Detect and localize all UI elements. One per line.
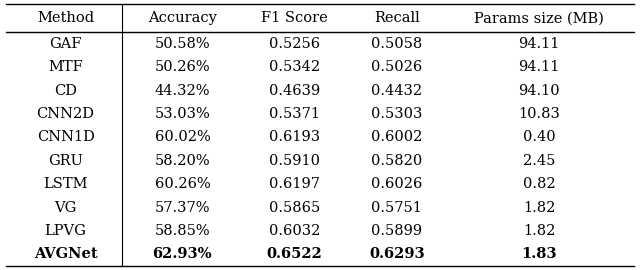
Text: 0.40: 0.40 bbox=[523, 130, 556, 144]
Text: 94.11: 94.11 bbox=[518, 37, 560, 51]
Text: 0.4639: 0.4639 bbox=[269, 84, 320, 98]
Text: MTF: MTF bbox=[48, 60, 83, 75]
Text: 50.58%: 50.58% bbox=[155, 37, 210, 51]
Text: 0.5026: 0.5026 bbox=[371, 60, 422, 75]
Text: 0.6193: 0.6193 bbox=[269, 130, 320, 144]
Text: 1.82: 1.82 bbox=[523, 201, 556, 215]
Text: F1 Score: F1 Score bbox=[261, 11, 328, 25]
Text: 50.26%: 50.26% bbox=[155, 60, 210, 75]
Text: AVGNet: AVGNet bbox=[34, 247, 97, 261]
Text: 0.5899: 0.5899 bbox=[371, 224, 422, 238]
Text: LSTM: LSTM bbox=[44, 177, 88, 191]
Text: 58.20%: 58.20% bbox=[155, 154, 210, 168]
Text: 60.26%: 60.26% bbox=[154, 177, 211, 191]
Text: 0.4432: 0.4432 bbox=[371, 84, 422, 98]
Text: 0.82: 0.82 bbox=[523, 177, 556, 191]
Text: 0.5820: 0.5820 bbox=[371, 154, 422, 168]
Text: 1.82: 1.82 bbox=[523, 224, 556, 238]
Text: 0.6026: 0.6026 bbox=[371, 177, 422, 191]
Text: 44.32%: 44.32% bbox=[155, 84, 210, 98]
Text: 0.6293: 0.6293 bbox=[369, 247, 424, 261]
Text: 0.6522: 0.6522 bbox=[266, 247, 323, 261]
Text: 58.85%: 58.85% bbox=[155, 224, 210, 238]
Text: 1.83: 1.83 bbox=[522, 247, 557, 261]
Text: 10.83: 10.83 bbox=[518, 107, 560, 121]
Text: 0.5751: 0.5751 bbox=[371, 201, 422, 215]
Text: 94.11: 94.11 bbox=[518, 60, 560, 75]
Text: 94.10: 94.10 bbox=[518, 84, 560, 98]
Text: CD: CD bbox=[54, 84, 77, 98]
Text: 0.6032: 0.6032 bbox=[269, 224, 320, 238]
Text: 0.5342: 0.5342 bbox=[269, 60, 320, 75]
Text: GAF: GAF bbox=[49, 37, 82, 51]
Text: CNN2D: CNN2D bbox=[36, 107, 95, 121]
Text: CNN1D: CNN1D bbox=[36, 130, 95, 144]
Text: VG: VG bbox=[54, 201, 77, 215]
Text: Recall: Recall bbox=[374, 11, 420, 25]
Text: 60.02%: 60.02% bbox=[154, 130, 211, 144]
Text: 0.5256: 0.5256 bbox=[269, 37, 320, 51]
Text: 0.5371: 0.5371 bbox=[269, 107, 320, 121]
Text: 57.37%: 57.37% bbox=[155, 201, 210, 215]
Text: GRU: GRU bbox=[48, 154, 83, 168]
Text: 62.93%: 62.93% bbox=[152, 247, 212, 261]
Text: 0.5910: 0.5910 bbox=[269, 154, 320, 168]
Text: Params size (MB): Params size (MB) bbox=[474, 11, 604, 25]
Text: 0.6197: 0.6197 bbox=[269, 177, 320, 191]
Text: LPVG: LPVG bbox=[45, 224, 86, 238]
Text: 0.5058: 0.5058 bbox=[371, 37, 422, 51]
Text: 0.5303: 0.5303 bbox=[371, 107, 422, 121]
Text: Method: Method bbox=[37, 11, 94, 25]
Text: Accuracy: Accuracy bbox=[148, 11, 217, 25]
Text: 53.03%: 53.03% bbox=[154, 107, 211, 121]
Text: 0.5865: 0.5865 bbox=[269, 201, 320, 215]
Text: 0.6002: 0.6002 bbox=[371, 130, 422, 144]
Text: 2.45: 2.45 bbox=[523, 154, 556, 168]
